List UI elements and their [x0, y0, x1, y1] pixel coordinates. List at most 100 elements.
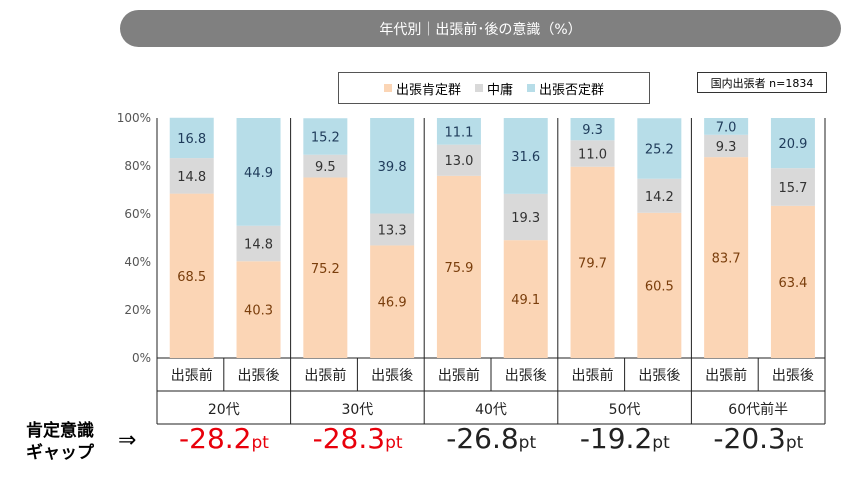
- chart-title-banner: 年代別｜出張前･後の意識（%）: [120, 10, 841, 47]
- bar-segment: [370, 245, 415, 358]
- data-label: 13.3: [378, 223, 407, 238]
- gap-unit: pt: [652, 433, 670, 453]
- data-label: 83.7: [712, 252, 741, 267]
- bar-segment: [503, 240, 548, 358]
- data-label: 15.7: [778, 181, 807, 196]
- gap-unit: pt: [251, 433, 269, 453]
- bar-segment: [770, 168, 815, 206]
- bar-segment: [370, 118, 415, 214]
- gap-number: -20.3: [713, 422, 786, 455]
- x-tick-label: 出張後: [371, 368, 413, 384]
- data-label: 39.8: [378, 160, 407, 175]
- data-label: 7.0: [716, 120, 737, 135]
- legend-swatch-negative: [527, 84, 535, 92]
- data-label: 40.3: [244, 304, 273, 319]
- bar-segment: [637, 178, 682, 213]
- data-label: 16.8: [177, 132, 206, 147]
- legend-item-neutral: 中庸: [474, 79, 513, 98]
- data-label: 79.7: [578, 256, 607, 271]
- data-label: 13.0: [444, 154, 473, 169]
- arrow-icon: ⇒: [118, 428, 137, 453]
- y-tick-label: 20%: [124, 303, 151, 317]
- gap-value: -19.2pt: [558, 422, 692, 455]
- bar-segment: [503, 118, 548, 194]
- bar-segment: [704, 118, 749, 135]
- data-label: 20.9: [778, 137, 807, 152]
- group-label: 30代: [341, 402, 373, 418]
- data-label: 19.3: [511, 211, 540, 226]
- data-label: 31.6: [511, 150, 540, 165]
- data-label: 14.8: [244, 238, 273, 253]
- sample-size-note: 国内出張者 n=1834: [697, 72, 827, 93]
- legend-item-negative: 出張否定群: [527, 79, 604, 98]
- y-tick-label: 60%: [124, 207, 151, 221]
- bar-segment: [503, 193, 548, 241]
- data-label: 11.0: [578, 148, 607, 163]
- data-label: 75.2: [311, 262, 340, 277]
- data-label: 14.8: [177, 170, 206, 185]
- y-tick-label: 80%: [124, 159, 151, 173]
- data-label: 44.9: [244, 166, 273, 181]
- gap-number: -28.3: [312, 422, 386, 455]
- gap-value: -20.3pt: [691, 422, 825, 455]
- bar-segment: [303, 118, 348, 155]
- bar-segment: [303, 177, 348, 358]
- data-label: 25.2: [645, 142, 674, 157]
- gap-row-title: 肯定意識 ギャップ: [14, 420, 106, 464]
- x-tick-label: 出張前: [171, 367, 213, 384]
- legend-swatch-neutral: [474, 84, 483, 92]
- data-label: 11.1: [444, 125, 473, 140]
- data-label: 14.2: [645, 190, 674, 205]
- gap-number: -28.2: [179, 422, 252, 455]
- group-label: 50代: [609, 402, 641, 418]
- bar-segment: [770, 118, 815, 169]
- data-label: 15.2: [311, 130, 340, 145]
- chart-title: 年代別｜出張前･後の意識（%）: [379, 21, 582, 38]
- gap-number: -19.2: [579, 422, 653, 455]
- x-tick-label: 出張前: [705, 367, 747, 384]
- bar-segment: [704, 157, 749, 358]
- bar-segment: [637, 212, 682, 358]
- x-tick-label: 出張後: [638, 368, 680, 384]
- bar-segment: [436, 118, 481, 145]
- y-tick-label: 40%: [124, 255, 151, 269]
- bar-segment: [436, 144, 481, 176]
- x-tick-label: 出張前: [572, 367, 614, 384]
- gap-value: -26.8pt: [424, 422, 558, 455]
- data-label: 49.1: [511, 293, 540, 308]
- data-label: 9.3: [582, 123, 603, 138]
- bar-segment: [303, 154, 348, 178]
- bar-segment: [236, 118, 281, 226]
- bar-segment: [570, 166, 615, 358]
- y-tick-label: 100%: [117, 111, 151, 125]
- data-label: 60.5: [645, 279, 674, 294]
- legend-item-positive: 出張肯定群: [383, 79, 461, 98]
- x-tick-label: 出張前: [438, 367, 480, 384]
- gap-value: -28.2pt: [157, 422, 291, 455]
- x-tick-label: 出張後: [238, 368, 280, 384]
- data-label: 68.5: [177, 270, 206, 285]
- gap-unit: pt: [785, 433, 804, 453]
- legend-label-negative: 出張否定群: [539, 82, 605, 98]
- bar-segment: [236, 261, 281, 358]
- group-label: 60代前半: [728, 401, 788, 418]
- bar-segment: [236, 225, 281, 262]
- gap-unit: pt: [385, 433, 403, 453]
- bar-segment: [370, 213, 415, 246]
- bar-segment: [169, 193, 214, 358]
- gap-unit: pt: [518, 433, 537, 453]
- data-label: 63.4: [778, 276, 807, 291]
- legend-swatch-positive: [383, 84, 392, 92]
- bar-segment: [436, 175, 481, 358]
- legend: 出張肯定群 中庸 出張否定群: [338, 72, 650, 104]
- gap-number: -26.8: [446, 422, 519, 455]
- gap-value: -28.3pt: [291, 422, 425, 455]
- gap-title-line1: 肯定意識: [26, 421, 94, 441]
- group-label: 20代: [208, 402, 240, 418]
- bar-segment: [637, 118, 682, 179]
- x-tick-label: 出張後: [772, 368, 814, 384]
- legend-label-positive: 出張肯定群: [395, 82, 461, 98]
- bar-segment: [770, 205, 815, 358]
- group-label: 40代: [475, 402, 507, 418]
